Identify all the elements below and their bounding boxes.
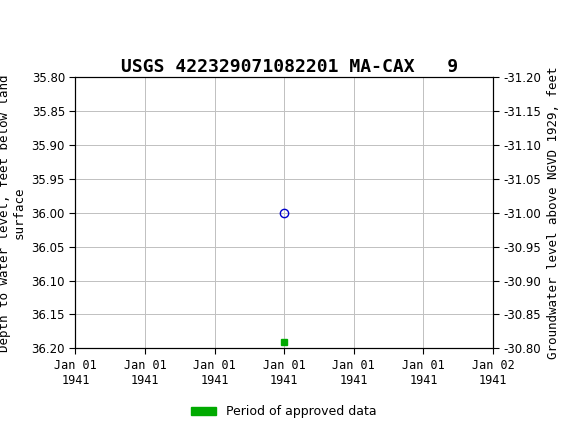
Y-axis label: Groundwater level above NGVD 1929, feet: Groundwater level above NGVD 1929, feet <box>547 67 560 359</box>
Legend: Period of approved data: Period of approved data <box>186 400 382 423</box>
Y-axis label: Depth to water level, feet below land
surface: Depth to water level, feet below land su… <box>0 74 26 352</box>
Text: USGS 422329071082201 MA-CAX   9: USGS 422329071082201 MA-CAX 9 <box>121 58 459 76</box>
Text: USGS: USGS <box>78 16 142 36</box>
